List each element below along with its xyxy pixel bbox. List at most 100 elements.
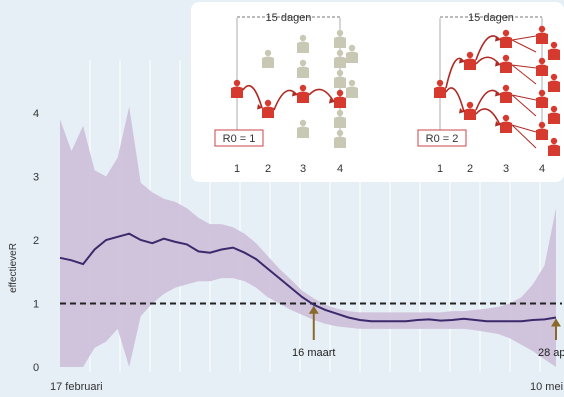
person-body — [334, 136, 346, 148]
person-icon — [500, 114, 512, 133]
person-head — [436, 79, 444, 87]
duration-label: 15 dagen — [266, 12, 312, 24]
person-icon — [334, 129, 346, 148]
person-icon — [297, 34, 309, 53]
person-icon — [500, 54, 512, 73]
confidence-band — [60, 106, 556, 367]
person-body — [297, 126, 309, 138]
person-body — [346, 51, 358, 63]
r0-label: R0 = 1 — [223, 133, 256, 145]
spread-arrowhead — [495, 91, 500, 97]
person-head — [299, 59, 307, 67]
person-body — [548, 112, 560, 124]
person-body — [262, 56, 274, 68]
person-body — [334, 36, 346, 48]
person-head — [538, 57, 546, 65]
person-icon — [262, 49, 274, 68]
person-head — [299, 34, 307, 42]
step-label: 1 — [234, 163, 240, 175]
annotation-label: 28 april — [538, 347, 564, 359]
person-head — [502, 29, 510, 37]
person-body — [500, 91, 512, 103]
series-line — [59, 232, 557, 323]
person-body — [434, 86, 446, 98]
spread-line — [511, 64, 537, 85]
y-tick-label: 3 — [33, 172, 39, 184]
person-head — [550, 105, 558, 113]
y-axis: 0 1 2 3 4 — [33, 108, 39, 374]
person-icon — [346, 79, 358, 98]
person-head — [336, 89, 344, 97]
person-body — [346, 86, 358, 98]
infographic-inset: 15 dagen 1 2 3 4 R0 = 1 15 dagen 1 2 3 4 R0 = 2 — [191, 2, 564, 182]
spread-arrowhead — [459, 58, 464, 64]
person-head — [299, 84, 307, 92]
y-tick-label: 4 — [33, 108, 39, 120]
spread-line — [511, 124, 537, 133]
person-head — [336, 109, 344, 117]
annotation-arrow-icon — [551, 318, 561, 327]
person-head — [466, 51, 474, 59]
x-end-label: 10 mei — [530, 381, 563, 393]
person-icon — [500, 29, 512, 48]
annotations: 16 maart 28 april — [292, 305, 564, 359]
inset-background — [191, 2, 564, 182]
person-icon — [297, 119, 309, 138]
person-head — [538, 121, 546, 129]
person-body — [548, 144, 560, 156]
step-label: 4 — [539, 163, 545, 175]
person-head — [299, 119, 307, 127]
person-body — [297, 66, 309, 78]
step-label: 1 — [437, 163, 443, 175]
person-icon — [536, 57, 548, 76]
person-head — [502, 54, 510, 62]
person-head — [336, 129, 344, 137]
person-icon — [536, 121, 548, 140]
person-head — [466, 101, 474, 109]
spread-arrow — [475, 56, 501, 66]
annotation-label: 16 maart — [292, 347, 335, 359]
person-icon — [548, 73, 560, 92]
spread-arrowhead — [292, 91, 297, 97]
y-tick-label: 0 — [33, 362, 39, 374]
spread-arrowhead — [459, 108, 464, 114]
person-head — [550, 73, 558, 81]
person-icon — [297, 84, 309, 103]
person-head — [538, 89, 546, 97]
person-icon — [334, 89, 346, 108]
person-icon — [231, 79, 243, 98]
step-label: 2 — [467, 163, 473, 175]
person-body — [500, 36, 512, 48]
spread-line — [511, 39, 537, 53]
person-body — [334, 56, 346, 68]
person-body — [536, 128, 548, 140]
spread-arrowhead — [257, 104, 262, 110]
person-body — [464, 108, 476, 120]
spread-line — [511, 64, 537, 69]
spread-arrow — [445, 87, 465, 113]
person-icon — [548, 105, 560, 124]
r0-box — [214, 129, 264, 147]
inset-panel-r0-2: 15 dagen 1 2 3 4 R0 = 2 — [417, 12, 560, 175]
spread-arrowhead — [495, 36, 500, 42]
person-head — [348, 44, 356, 52]
spread-line — [511, 94, 537, 101]
y-tick-label: 2 — [33, 235, 39, 247]
y-axis-title: effectieveR — [8, 243, 19, 293]
x-start-label: 17 februari — [50, 381, 103, 393]
person-icon — [297, 59, 309, 78]
person-icon — [464, 101, 476, 120]
person-body — [548, 80, 560, 92]
person-body — [536, 32, 548, 44]
person-body — [297, 41, 309, 53]
step-label: 3 — [503, 163, 509, 175]
person-icon — [536, 25, 548, 44]
r0-box — [417, 129, 467, 147]
person-body — [536, 64, 548, 76]
person-body — [231, 86, 243, 98]
step-label: 2 — [265, 163, 271, 175]
spread-arrow — [445, 57, 465, 89]
inset-panel-r0-1: 15 dagen 1 2 3 4 R0 = 1 — [214, 12, 358, 175]
person-head — [502, 84, 510, 92]
person-head — [336, 69, 344, 77]
